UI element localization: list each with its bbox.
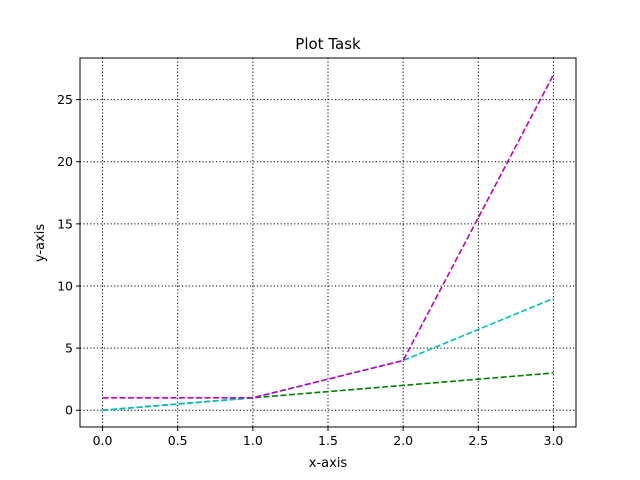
- y-tick-label: 25: [57, 92, 73, 107]
- x-tick-label: 1.5: [318, 433, 338, 448]
- chart-title: Plot Task: [295, 35, 361, 53]
- x-tick-label: 1.0: [243, 433, 263, 448]
- x-tick-label: 0.5: [168, 433, 188, 448]
- x-ticks: 0.0 0.5 1.0 1.5 2.0 2.5 3.0: [93, 427, 564, 448]
- grid: [80, 58, 576, 427]
- x-axis-label: x-axis: [309, 456, 348, 471]
- y-tick-label: 0: [65, 403, 73, 418]
- y-tick-label: 10: [57, 278, 73, 293]
- y-ticks: 0 5 10 15 20 25: [57, 92, 80, 418]
- y-tick-label: 20: [57, 154, 73, 169]
- y-tick-label: 5: [65, 341, 73, 356]
- x-tick-label: 3.0: [544, 433, 564, 448]
- series-line-2: [102, 297, 554, 412]
- series-lines: [102, 74, 555, 412]
- x-tick-label: 2.0: [393, 433, 413, 448]
- y-axis-label: y-axis: [33, 224, 48, 262]
- y-tick-label: 15: [57, 216, 73, 231]
- x-tick-label: 2.5: [468, 433, 488, 448]
- x-tick-label: 0.0: [93, 433, 113, 448]
- series-line-1: [102, 372, 554, 412]
